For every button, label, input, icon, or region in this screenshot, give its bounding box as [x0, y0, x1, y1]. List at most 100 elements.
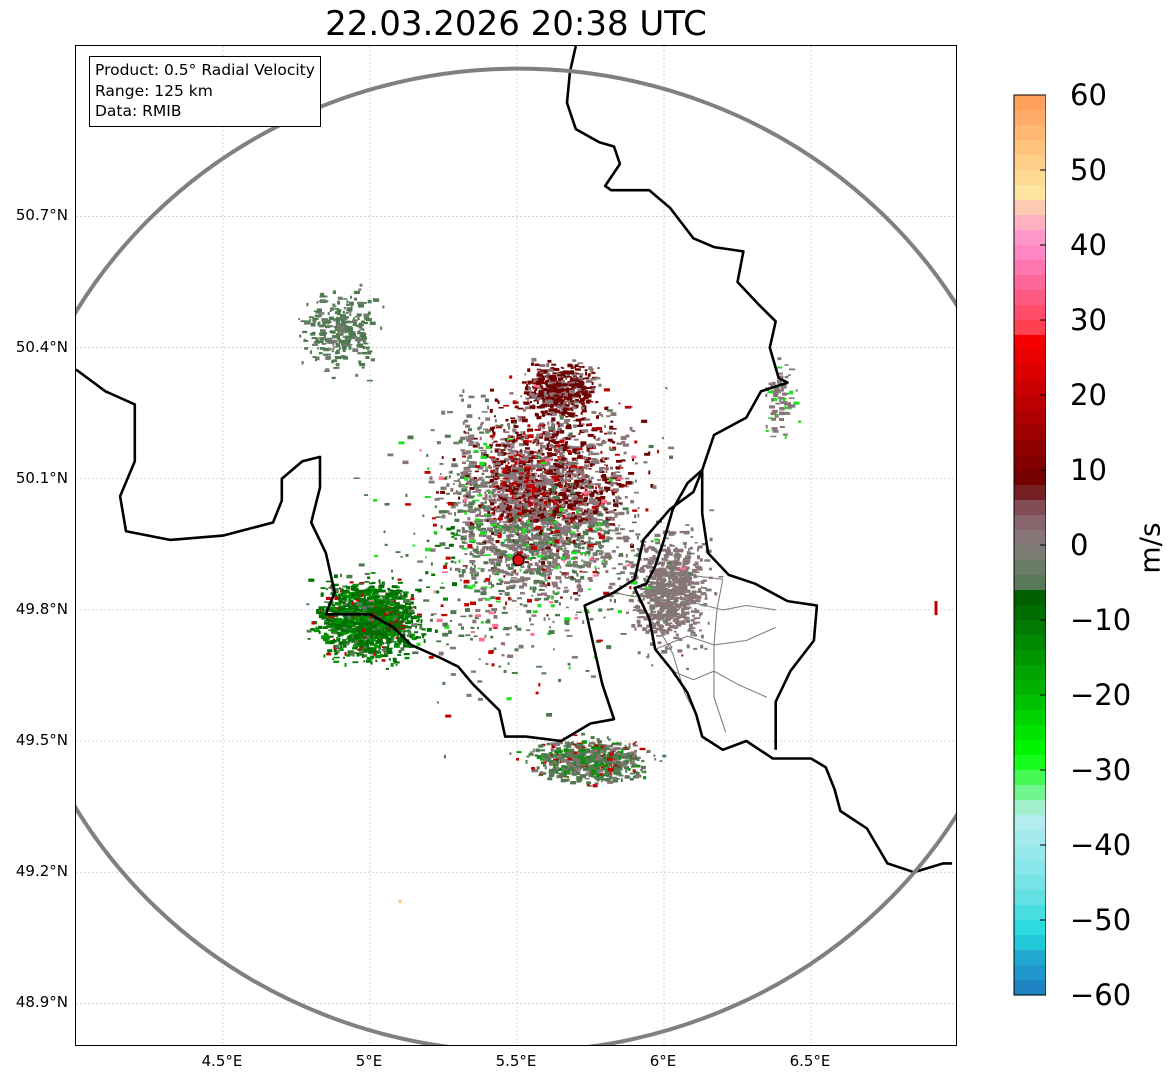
echo-pixel	[602, 559, 605, 564]
echo-pixel	[373, 591, 376, 594]
radar-map[interactable]	[75, 45, 957, 1046]
echo-pixel	[382, 615, 386, 619]
echo-pixel	[400, 606, 404, 610]
echo-pixel	[546, 496, 551, 500]
echo-pixel	[544, 540, 550, 544]
echo-pixel	[494, 449, 499, 453]
echo-pixel	[600, 489, 606, 492]
echo-pixel	[334, 652, 337, 656]
echo-pixel	[681, 611, 684, 615]
echo-pixel	[545, 379, 550, 383]
echo-pixel	[544, 535, 550, 539]
echo-pixel	[489, 520, 495, 524]
echo-pixel	[577, 566, 580, 568]
echo-pixel	[563, 590, 569, 593]
echo-pixel	[575, 400, 582, 404]
echo-pixel	[370, 588, 377, 593]
echo-pixel	[584, 485, 587, 490]
echo-pixel	[450, 532, 454, 535]
echo-pixel	[679, 573, 683, 578]
echo-pixel	[515, 511, 522, 515]
echo-pixel	[434, 498, 440, 501]
echo-pixel	[550, 506, 554, 510]
echo-pixel	[491, 507, 498, 511]
echo-pixel	[546, 614, 549, 617]
echo-pixel	[591, 429, 598, 432]
echo-pixel	[598, 545, 604, 548]
echo-pixel	[353, 623, 356, 626]
echo-pixel	[543, 402, 548, 405]
echo-pixel	[661, 593, 668, 597]
echo-pixel	[389, 591, 395, 594]
echo-pixel	[478, 534, 485, 537]
echo-pixel	[544, 455, 551, 460]
echo-pixel	[539, 435, 544, 439]
echo-pixel	[332, 658, 335, 661]
echo-pixel	[489, 408, 493, 413]
echo-pixel	[663, 572, 669, 576]
echo-pixel	[480, 421, 484, 424]
echo-pixel	[561, 443, 567, 447]
echo-pixel	[528, 392, 535, 397]
echo-pixel	[581, 474, 587, 478]
echo-pixel	[479, 423, 483, 426]
echo-pixel	[476, 545, 479, 549]
echo-pixel	[700, 580, 705, 584]
echo-pixel	[556, 516, 560, 519]
echo-pixel	[379, 634, 385, 639]
echo-pixel	[460, 436, 466, 441]
echo-pixel	[390, 662, 394, 667]
echo-pixel	[592, 559, 597, 563]
echo-pixel	[637, 651, 641, 655]
echo-pixel	[467, 404, 472, 409]
echo-pixel	[549, 392, 556, 397]
echo-pixel	[612, 441, 616, 444]
echo-pixel	[657, 610, 662, 614]
echo-pixel	[364, 616, 371, 620]
echo-pixel	[480, 481, 487, 486]
echo-pixel	[585, 488, 588, 493]
echo-pixel	[410, 594, 414, 598]
echo-pixel	[415, 636, 419, 639]
echo-pixel	[536, 433, 543, 437]
echo-pixel	[450, 506, 456, 509]
echo-pixel	[554, 498, 561, 503]
echo-pixel	[565, 474, 572, 478]
echo-pixel	[398, 616, 400, 621]
echo-pixel	[408, 645, 414, 648]
echo-pixel	[465, 435, 468, 440]
echo-pixel	[614, 515, 618, 518]
echo-pixel	[462, 461, 466, 465]
echo-pixel	[364, 581, 370, 583]
echo-pixel	[624, 496, 628, 499]
echo-pixel	[453, 441, 460, 445]
echo-pixel	[610, 412, 617, 417]
echo-pixel	[512, 400, 517, 405]
echo-pixel	[537, 503, 540, 507]
echo-pixel	[578, 392, 583, 395]
echo-pixel	[581, 451, 584, 453]
echo-pixel	[541, 511, 544, 516]
echo-pixel	[351, 601, 354, 606]
echo-pixel	[359, 623, 361, 627]
echo-pixel	[353, 621, 359, 626]
echo-pixel	[372, 643, 378, 646]
echo-pixel	[367, 641, 373, 645]
echo-pixel	[622, 565, 627, 570]
echo-pixel	[344, 615, 348, 620]
echo-pixel	[677, 548, 684, 553]
echo-pixel	[667, 615, 674, 619]
echo-pixel	[583, 498, 587, 503]
echo-pixel	[528, 473, 533, 477]
echo-pixel	[588, 490, 593, 493]
echo-pixel	[484, 481, 490, 485]
echo-pixel	[543, 617, 546, 621]
echo-pixel	[546, 524, 549, 528]
echo-pixel	[471, 562, 474, 566]
echo-pixel	[406, 634, 410, 638]
echo-pixel	[403, 653, 410, 656]
echo-pixel	[408, 630, 412, 635]
echo-pixel	[614, 527, 619, 532]
echo-pixel	[631, 521, 637, 524]
echo-pixel	[617, 563, 623, 566]
